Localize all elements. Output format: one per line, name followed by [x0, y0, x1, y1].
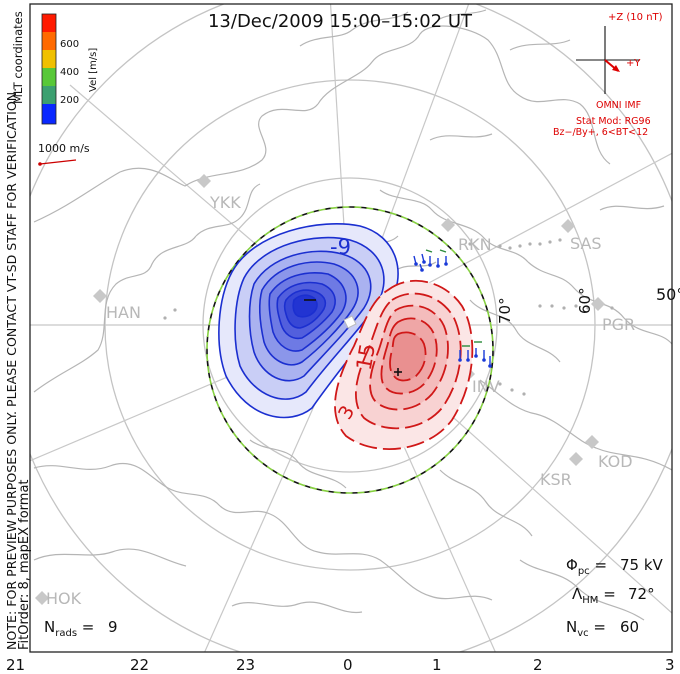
phi-pc-value: 75 kV [620, 556, 664, 574]
lambda-hm-value: 72° [628, 585, 655, 603]
station-label-kod: KOD [598, 452, 633, 471]
colorbar-tick-200: 200 [60, 95, 79, 106]
imf-source: OMNI IMF [596, 100, 641, 111]
n-rads-value: 9 [108, 618, 118, 636]
imf-condition: Bz−/By+, 6<BT<12 [553, 127, 648, 138]
imf-y-label: +Y [626, 58, 641, 69]
colorbar-title: Vel [m/s] [88, 48, 99, 92]
latitude-label-70: 70° [496, 297, 514, 324]
map-frame [29, 3, 673, 653]
station-marker-ksr [569, 452, 583, 466]
station-label-pgr: PGR [602, 315, 635, 334]
station-marker-kod [585, 435, 599, 449]
preview-note: NOTE: FOR PREVIEW PURPOSES ONLY. PLEASE … [4, 88, 19, 650]
station-label-rkn: RKN [458, 235, 492, 254]
fit-statistics: Φpc = 75 kV ΛHM = 72° Nvc = 60 Nrads = 9 [44, 556, 664, 639]
n-rads-symbol: Nrads = [44, 618, 94, 639]
contour-label-pos: 15 [352, 342, 380, 372]
lambda-hm-symbol: ΛHM = [572, 585, 616, 606]
radar-stations: YKK RKN SAS HAN PGR INV KOD KSR HOK [35, 174, 635, 608]
station-marker-ykk [197, 174, 211, 188]
coordinate-system: MLT coordinates [11, 11, 25, 104]
mlt-tick-3: 3 [665, 656, 675, 674]
latitude-label-60: 60° [576, 287, 594, 314]
mlt-tick-0: 0 [343, 656, 353, 674]
station-marker-pgr [591, 297, 605, 311]
mlt-tick-2: 2 [533, 656, 543, 674]
pole-marker [343, 315, 357, 329]
station-marker-sas [561, 219, 575, 233]
velocity-colorbar: 600 400 200 Vel [m/s] [41, 13, 99, 125]
mlt-tick-21: 21 [6, 656, 25, 674]
hm-boundary [206, 206, 494, 494]
mlt-tick-23: 23 [236, 656, 255, 674]
imf-indicator: +Z (10 nT) +Y OMNI IMF Stat Mod: RG96 Bz… [553, 12, 663, 138]
latitude-labels: 70° 60° 50° [496, 285, 680, 324]
station-label-hok: HOK [46, 589, 82, 608]
n-vc-value: 60 [620, 618, 639, 636]
station-label-inv: INV [472, 377, 500, 396]
mlt-tick-22: 22 [130, 656, 149, 674]
imf-z-label: +Z (10 nT) [608, 12, 663, 23]
station-marker-han [93, 289, 107, 303]
vector-scale-label: 1000 m/s [38, 142, 90, 155]
station-label-ksr: KSR [540, 470, 572, 489]
colorbar-tick-600: 600 [60, 39, 79, 50]
negative-potential-cell [218, 223, 399, 419]
fit-order-note: FitOrder: 8, mapEX format [17, 479, 32, 650]
side-notes: NOTE: FOR PREVIEW PURPOSES ONLY. PLEASE … [4, 88, 32, 650]
latitude-label-50: 50° [656, 285, 680, 304]
velocity-vectors [413, 249, 492, 368]
mlt-axis: 21 22 23 0 1 2 3 [6, 656, 675, 674]
station-label-sas: SAS [570, 234, 602, 253]
vector-scale: 1000 m/s [38, 142, 90, 166]
mlt-tick-1: 1 [432, 656, 442, 674]
station-marker-rkn [441, 218, 455, 232]
coastlines [33, 9, 672, 621]
imf-model: Stat Mod: RG96 [576, 116, 651, 127]
contour-label-neg: -9 [330, 235, 351, 259]
station-label-han: HAN [106, 303, 141, 322]
positive-potential-cell [334, 280, 474, 450]
colorbar-tick-400: 400 [60, 67, 79, 78]
map-title: 13/Dec/2009 15:00–15:02 UT [208, 11, 473, 32]
phi-pc-symbol: Φpc = [566, 556, 607, 577]
station-marker-hok [35, 591, 49, 605]
n-vc-symbol: Nvc = [566, 618, 606, 639]
station-label-ykk: YKK [209, 193, 241, 212]
